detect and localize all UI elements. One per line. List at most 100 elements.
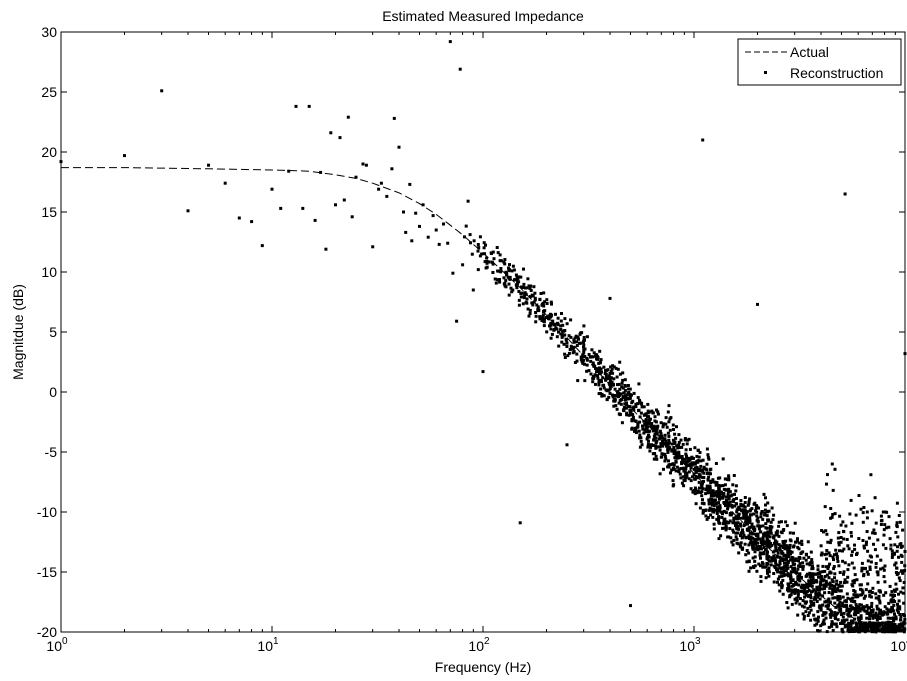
cloud-point [831, 591, 835, 595]
cloud-point [671, 484, 675, 488]
cloud-point [685, 456, 689, 460]
cloud-point [519, 292, 523, 295]
reconstruction-point [371, 245, 375, 249]
cloud-point [562, 342, 566, 346]
cloud-point [688, 458, 692, 462]
cloud-point [535, 303, 539, 307]
cloud-point [755, 569, 759, 573]
cloud-point [835, 552, 839, 556]
cloud-point [565, 341, 569, 345]
cloud-point [805, 600, 808, 604]
cloud-point [869, 611, 872, 615]
cloud-point [824, 579, 828, 583]
cloud-point [490, 260, 494, 264]
cloud-point [700, 482, 704, 486]
cloud-point [698, 506, 702, 510]
cloud-point [892, 598, 895, 602]
cloud-point [883, 580, 887, 584]
cloud-point [777, 534, 781, 538]
cloud-point [709, 497, 713, 501]
cloud-point [876, 580, 880, 584]
cloud-point [630, 419, 634, 423]
cloud-point [704, 492, 708, 496]
cloud-point [503, 262, 507, 266]
cloud-point [831, 628, 835, 632]
cloud-point [856, 605, 860, 609]
cloud-point [682, 484, 686, 488]
cloud-point [849, 614, 853, 618]
cloud-point [836, 536, 840, 540]
cloud-point [660, 436, 664, 440]
cloud-point [843, 578, 847, 582]
cloud-point [765, 569, 769, 572]
cloud-point [722, 521, 726, 525]
cloud-point [482, 246, 486, 250]
cloud-point [694, 502, 698, 506]
cloud-point [543, 317, 547, 321]
reconstruction-point [701, 138, 705, 142]
cloud-point [528, 286, 532, 290]
cloud-point [582, 349, 586, 352]
cloud-point [671, 466, 675, 470]
reconstruction-point [319, 170, 323, 174]
cloud-point [748, 531, 752, 535]
cloud-point [876, 626, 880, 630]
cloud-point [675, 444, 679, 448]
cloud-point [787, 585, 791, 589]
cloud-point [729, 536, 733, 540]
cloud-point [707, 457, 711, 461]
cloud-point [659, 455, 663, 459]
cloud-point [802, 617, 806, 621]
reconstruction-point [160, 89, 164, 93]
cloud-point [530, 301, 534, 305]
cloud-point [693, 492, 697, 496]
cloud-point [801, 599, 805, 602]
cloud-point [721, 457, 725, 461]
cloud-point [791, 563, 795, 566]
cloud-point [873, 496, 877, 500]
cloud-point [788, 545, 792, 549]
cloud-point [890, 624, 894, 628]
cloud-point [889, 608, 893, 612]
cloud-point [759, 540, 763, 544]
cloud-point [848, 628, 852, 632]
cloud-point [894, 571, 898, 574]
cloud-point [609, 365, 613, 369]
cloud-point [820, 587, 824, 591]
cloud-point [891, 595, 895, 598]
cloud-point [575, 340, 578, 344]
cloud-point [640, 443, 644, 447]
cloud-point [772, 513, 776, 517]
cloud-point [898, 579, 902, 583]
cloud-point [767, 518, 771, 522]
reconstruction-point [629, 604, 632, 608]
reconstruction-point [207, 163, 210, 167]
cloud-point [786, 566, 790, 570]
cloud-point [734, 535, 738, 539]
cloud-point [876, 614, 880, 618]
cloud-point [709, 501, 713, 505]
cloud-point [879, 558, 883, 562]
cloud-point [591, 380, 595, 384]
cloud-point [902, 581, 906, 584]
cloud-point [709, 491, 713, 495]
cloud-point [784, 553, 788, 557]
cloud-point [883, 605, 887, 609]
cloud-point [784, 573, 788, 577]
cloud-point [868, 625, 872, 629]
cloud-point [722, 492, 726, 495]
cloud-point [478, 235, 482, 239]
cloud-point [781, 578, 785, 582]
cloud-point [726, 501, 730, 505]
cloud-point [844, 524, 848, 528]
cloud-point [809, 593, 812, 597]
cloud-point [765, 563, 769, 567]
cloud-point [668, 428, 672, 432]
cloud-point [850, 534, 853, 538]
cloud-point [547, 314, 551, 318]
cloud-point [582, 336, 586, 339]
cloud-point [789, 593, 793, 597]
cloud-point [874, 562, 878, 565]
cloud-point [705, 447, 709, 451]
cloud-point [717, 517, 721, 521]
